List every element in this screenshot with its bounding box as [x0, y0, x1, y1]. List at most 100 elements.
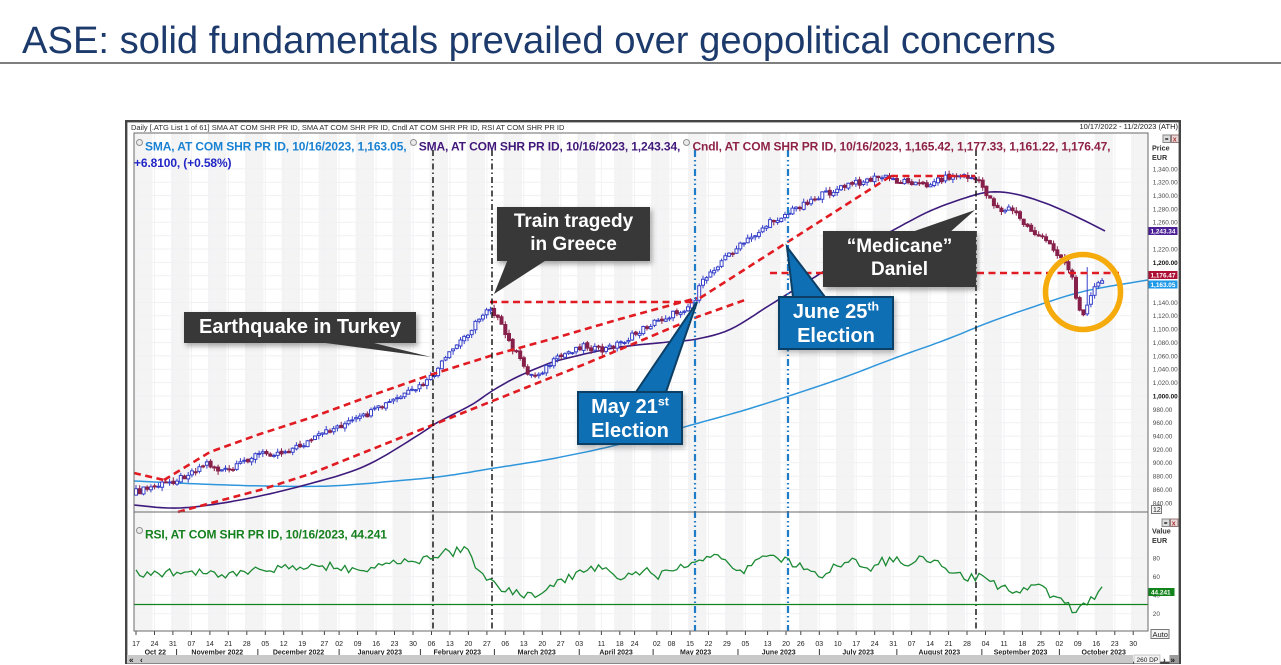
svg-text:Price: Price — [1152, 144, 1170, 153]
svg-text:28: 28 — [243, 641, 251, 648]
svg-text:|: | — [652, 650, 654, 657]
svg-text:16: 16 — [372, 641, 380, 648]
svg-text:05: 05 — [261, 641, 269, 648]
svg-text:‹: ‹ — [140, 656, 143, 665]
svg-text:|: | — [419, 650, 421, 657]
svg-text:1,100.00: 1,100.00 — [1153, 327, 1178, 334]
svg-text:1,300.00: 1,300.00 — [1153, 193, 1178, 200]
svg-text:20: 20 — [1153, 611, 1161, 618]
svg-text:24: 24 — [151, 641, 159, 648]
svg-text:10: 10 — [834, 641, 842, 648]
svg-text:Value: Value — [1152, 527, 1171, 536]
svg-text:13: 13 — [520, 641, 528, 648]
svg-text:1,260.00: 1,260.00 — [1153, 220, 1178, 227]
svg-text:1,243.34: 1,243.34 — [1151, 229, 1176, 236]
svg-text:24: 24 — [871, 641, 879, 648]
svg-text:12: 12 — [280, 641, 288, 648]
svg-text:April 2023: April 2023 — [599, 650, 633, 657]
svg-text:20: 20 — [782, 641, 790, 648]
svg-text:14: 14 — [206, 641, 214, 648]
svg-text:March 2023: March 2023 — [518, 650, 556, 657]
svg-text:|: | — [176, 650, 178, 657]
svg-text:900.00: 900.00 — [1153, 460, 1173, 467]
svg-text:08: 08 — [668, 641, 676, 648]
svg-text:1,060.00: 1,060.00 — [1153, 353, 1178, 360]
svg-text:12: 12 — [1153, 507, 1161, 514]
svg-text:21: 21 — [224, 641, 232, 648]
svg-text:44.241: 44.241 — [1151, 590, 1171, 597]
svg-text:25: 25 — [1037, 641, 1045, 648]
svg-text:1,000.00: 1,000.00 — [1153, 393, 1178, 400]
svg-text:31: 31 — [889, 641, 897, 648]
svg-text:29: 29 — [723, 641, 731, 648]
svg-text:July 2023: July 2023 — [842, 650, 874, 657]
svg-text:1,200.00: 1,200.00 — [1153, 260, 1178, 267]
svg-text:1,320.00: 1,320.00 — [1153, 180, 1178, 187]
svg-text:920.00: 920.00 — [1153, 447, 1173, 454]
svg-text:860.00: 860.00 — [1153, 487, 1173, 494]
svg-text:880.00: 880.00 — [1153, 474, 1173, 481]
svg-text:EUR: EUR — [1152, 536, 1168, 545]
svg-text:October 2023: October 2023 — [1082, 650, 1126, 657]
svg-text:1,120.00: 1,120.00 — [1153, 313, 1178, 320]
svg-text:November 2022: November 2022 — [191, 650, 243, 657]
svg-text:22: 22 — [705, 641, 713, 648]
svg-text:|: | — [818, 650, 820, 657]
svg-text:940.00: 940.00 — [1153, 434, 1173, 441]
svg-text:December 2022: December 2022 — [273, 650, 324, 657]
svg-text:19: 19 — [298, 641, 306, 648]
svg-text:1,140.00: 1,140.00 — [1153, 300, 1178, 307]
svg-text:Auto: Auto — [1153, 630, 1168, 639]
svg-text:03: 03 — [815, 641, 823, 648]
svg-text:1,280.00: 1,280.00 — [1153, 206, 1178, 213]
svg-text:40: 40 — [1153, 593, 1161, 600]
svg-text:980.00: 980.00 — [1153, 407, 1173, 414]
svg-text:|: | — [896, 650, 898, 657]
svg-text:21: 21 — [945, 641, 953, 648]
svg-text:1,080.00: 1,080.00 — [1153, 340, 1178, 347]
svg-text:09: 09 — [354, 641, 362, 648]
svg-text:1,220.00: 1,220.00 — [1153, 246, 1178, 253]
svg-text:17: 17 — [852, 641, 860, 648]
svg-text:August 2023: August 2023 — [918, 650, 960, 657]
svg-text:1,163.05: 1,163.05 — [1151, 282, 1176, 289]
svg-text:03: 03 — [575, 641, 583, 648]
svg-text:x: x — [1173, 137, 1177, 144]
svg-text:|: | — [737, 650, 739, 657]
svg-text:15: 15 — [686, 641, 694, 648]
svg-text:January 2023: January 2023 — [358, 650, 402, 657]
svg-text:1,176.47: 1,176.47 — [1151, 273, 1176, 280]
svg-text:|: | — [257, 650, 259, 657]
svg-text:02: 02 — [335, 641, 343, 648]
svg-text:20: 20 — [538, 641, 546, 648]
svg-text:|: | — [981, 650, 983, 657]
svg-text:60: 60 — [1153, 574, 1161, 581]
svg-text:20: 20 — [465, 641, 473, 648]
svg-text:|: | — [338, 650, 340, 657]
svg-text:18: 18 — [1019, 641, 1027, 648]
svg-text:28: 28 — [963, 641, 971, 648]
svg-text:13: 13 — [446, 641, 454, 648]
svg-text:x: x — [1172, 521, 1176, 528]
svg-text:30: 30 — [409, 641, 417, 648]
svg-text:27: 27 — [557, 641, 565, 648]
svg-text:|: | — [493, 650, 495, 657]
svg-text:«: « — [129, 656, 134, 665]
svg-text:23: 23 — [391, 641, 399, 648]
svg-text:09: 09 — [1074, 641, 1082, 648]
svg-text:06: 06 — [501, 641, 509, 648]
svg-text:260 DP: 260 DP — [1137, 657, 1159, 664]
svg-text:|: | — [1058, 650, 1060, 657]
svg-text:07: 07 — [188, 641, 196, 648]
svg-text:September 2023: September 2023 — [994, 650, 1048, 657]
svg-text:840.00: 840.00 — [1153, 500, 1173, 507]
svg-text:Oct 22: Oct 22 — [145, 650, 167, 657]
svg-text:26: 26 — [797, 641, 805, 648]
svg-text:February 2023: February 2023 — [434, 650, 482, 657]
svg-text:1,340.00: 1,340.00 — [1153, 166, 1178, 173]
svg-text:May 2023: May 2023 — [680, 650, 711, 657]
svg-text:18: 18 — [616, 641, 624, 648]
svg-text:11: 11 — [1000, 641, 1007, 648]
svg-text:17: 17 — [132, 641, 140, 648]
svg-text:05: 05 — [742, 641, 750, 648]
